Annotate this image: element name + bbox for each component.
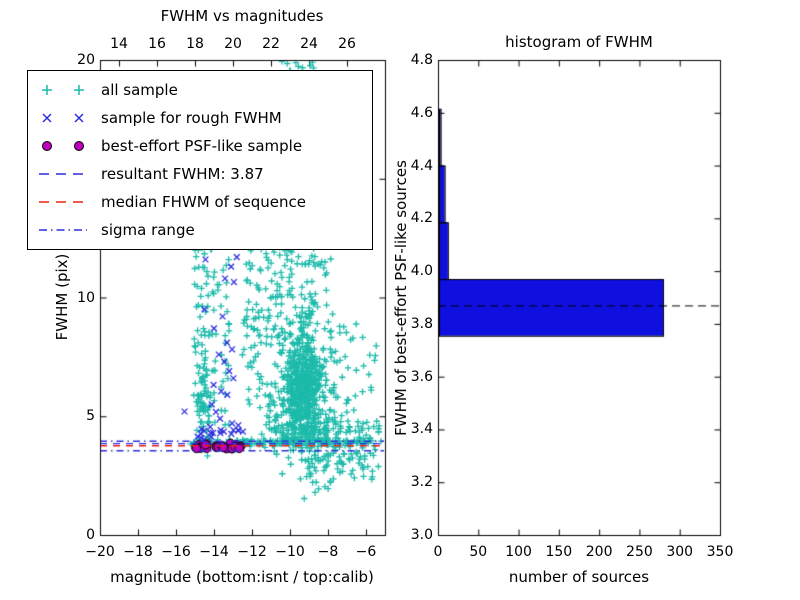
left-xtick-bottom: −20 [85, 544, 115, 560]
right-xtick: 350 [706, 544, 734, 560]
left-xtick-top: 16 [148, 36, 166, 52]
left-plot-xlabel: magnitude (bottom:isnt / top:calib) [110, 568, 374, 586]
legend-marker-dashdot [39, 229, 87, 231]
legend-entry: sample for rough FWHM [34, 104, 372, 132]
legend-marker-plus2 [42, 85, 84, 95]
legend-marker-circle2 [42, 141, 84, 151]
right-ytick: 4.0 [410, 263, 433, 280]
legend-label: best-effort PSF-like sample [101, 137, 303, 155]
left-xtick-bottom: −16 [161, 544, 191, 560]
left-xtick-top: 20 [224, 36, 242, 52]
legend-label: median FHWM of sequence [101, 193, 306, 211]
right-xtick: 200 [585, 544, 613, 560]
right-xtick: 50 [469, 544, 488, 560]
right-ytick: 3.6 [410, 368, 433, 385]
left-xtick-bottom: −6 [355, 544, 377, 560]
left-xtick-top: 26 [338, 36, 356, 52]
left-ytick: 10 [77, 289, 95, 306]
left-plot-title: FWHM vs magnitudes [160, 7, 324, 25]
legend-entry: all sample [34, 76, 372, 104]
right-plot-title: histogram of FWHM [505, 33, 653, 51]
legend-entry: resultant FWHM: 3.87 [34, 160, 372, 188]
legend-marker-dash [39, 173, 87, 175]
legend-label: sigma range [101, 221, 195, 239]
legend-marker-x2 [42, 113, 84, 123]
left-xtick-bottom: −18 [123, 544, 153, 560]
left-plot-ylabel: FWHM (pix) [53, 253, 71, 341]
left-ytick: 5 [86, 408, 95, 425]
legend-marker-dash [39, 201, 87, 203]
right-xtick: 100 [505, 544, 532, 560]
legend-label: sample for rough FWHM [101, 109, 282, 127]
left-xtick-bottom: −14 [199, 544, 229, 560]
right-xtick: 0 [433, 544, 443, 560]
right-ytick: 4.2 [410, 210, 433, 227]
legend-entry: median FHWM of sequence [34, 188, 372, 216]
right-ytick: 4.8 [410, 52, 433, 68]
legend-label: all sample [101, 81, 178, 99]
left-xtick-top: 22 [262, 36, 280, 52]
legend-box: all sample sample for rough FWHM best-effo… [27, 70, 373, 250]
right-ytick: 4.4 [410, 157, 433, 174]
right-plot-ylabel: FWHM of best-effort PSF-like sources [392, 160, 410, 436]
left-xtick-top: 24 [300, 36, 318, 52]
right-ytick: 4.6 [410, 104, 433, 121]
left-xtick-bottom: −10 [275, 544, 305, 560]
right-ytick: 3.0 [410, 527, 433, 543]
legend-entry: best-effort PSF-like sample [34, 132, 372, 160]
left-xtick-top: 14 [110, 36, 128, 52]
right-ytick: 3.4 [410, 421, 433, 438]
right-plot-xlabel: number of sources [508, 568, 650, 586]
left-xtick-bottom: −12 [237, 544, 267, 560]
left-xtick-top: 18 [186, 36, 204, 52]
right-ytick: 3.8 [410, 315, 433, 332]
right-xtick: 250 [626, 544, 653, 560]
legend-entry: sigma range [34, 216, 372, 244]
right-xtick: 300 [666, 544, 694, 560]
left-ytick: 20 [77, 52, 95, 68]
right-ytick: 3.2 [410, 474, 433, 491]
left-ytick: 0 [86, 527, 95, 543]
legend-label: resultant FWHM: 3.87 [101, 165, 264, 183]
right-xtick: 150 [545, 544, 573, 560]
left-xtick-bottom: −8 [317, 544, 339, 560]
